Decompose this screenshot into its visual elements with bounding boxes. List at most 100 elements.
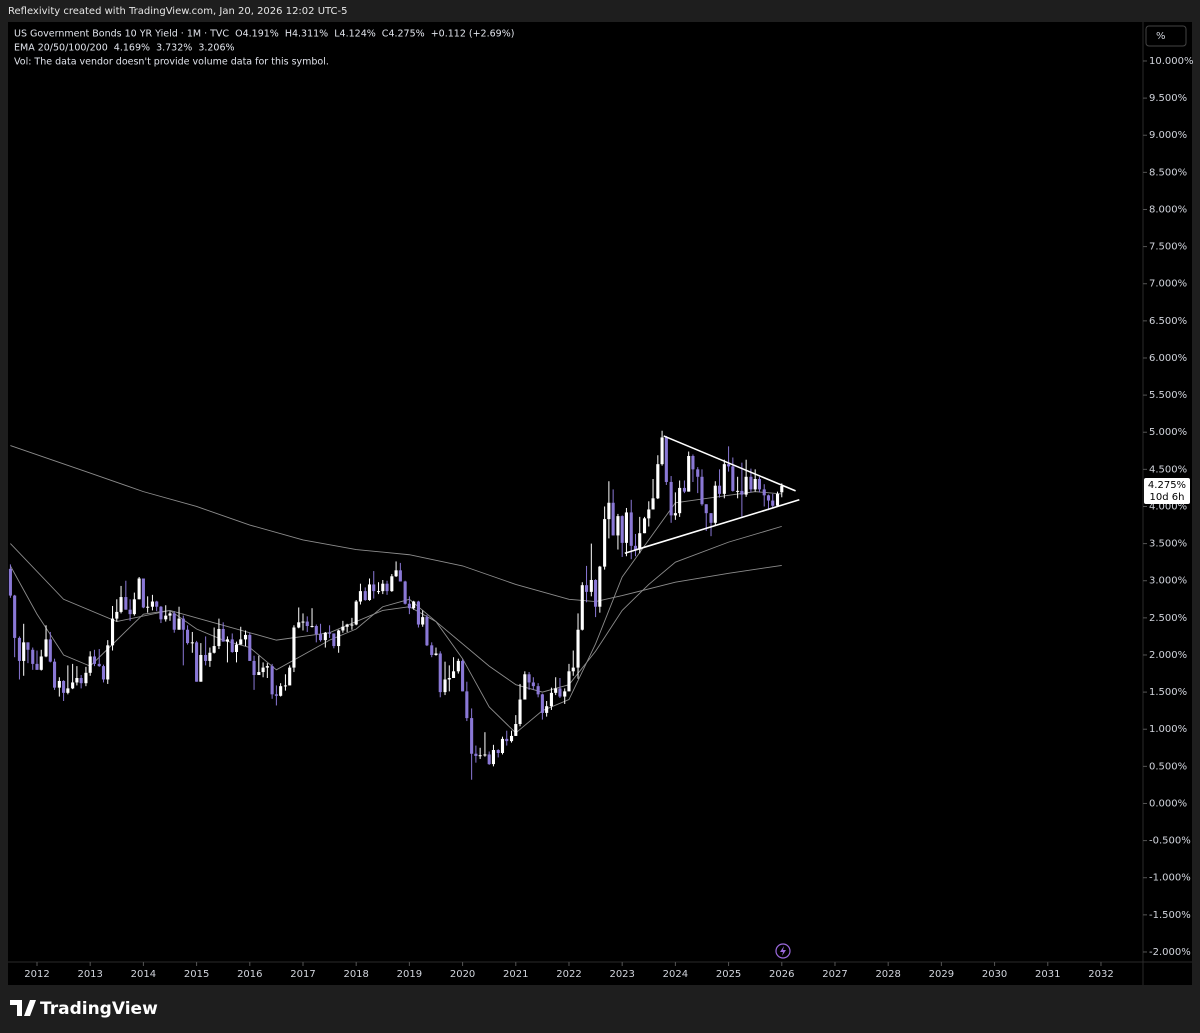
- candle-body: [190, 642, 194, 644]
- candle-body: [629, 512, 633, 546]
- chart-background: [8, 22, 1192, 985]
- candle-body: [700, 476, 704, 505]
- candle-body: [252, 660, 256, 676]
- candle-body: [456, 660, 460, 672]
- y-tick-label: 8.500%: [1149, 167, 1187, 178]
- candle-body: [451, 671, 456, 678]
- candle-body: [88, 656, 92, 673]
- trendline: [663, 435, 796, 492]
- x-tick-label: 2028: [875, 969, 900, 980]
- candle-body: [310, 626, 314, 628]
- candle-body: [766, 495, 771, 501]
- candle-body: [376, 591, 381, 593]
- candle-body: [358, 591, 362, 602]
- y-tick-label: 8.000%: [1149, 204, 1187, 215]
- candle-body: [243, 634, 248, 640]
- y-tick-label: 7.500%: [1149, 242, 1187, 253]
- scale-button[interactable]: [1145, 25, 1187, 47]
- event-icon[interactable]: [775, 943, 791, 959]
- candle-body: [314, 626, 318, 635]
- candle-body: [470, 718, 474, 754]
- y-tick-label: -1.500%: [1149, 910, 1191, 921]
- candle-body: [101, 666, 106, 680]
- y-tick-label: 10.000%: [1149, 56, 1194, 67]
- y-tick-label: 3.500%: [1149, 539, 1187, 550]
- x-tick-label: 2014: [131, 969, 156, 980]
- candle-body: [461, 660, 465, 692]
- candle-body: [248, 634, 252, 661]
- candle-body: [762, 489, 766, 496]
- candle-body: [128, 609, 132, 615]
- candle-body: [292, 627, 296, 668]
- candle-body: [398, 570, 402, 582]
- candle-body: [775, 493, 780, 506]
- x-tick-label: 2016: [237, 969, 262, 980]
- scale-unit[interactable]: %: [1156, 31, 1166, 42]
- candle-body: [84, 672, 88, 684]
- y-tick-label: 1.000%: [1149, 724, 1187, 735]
- x-tick-label: 2027: [822, 969, 847, 980]
- candle-body: [8, 568, 12, 596]
- symbol-legend: US Government Bonds 10 YR Yield · 1M · T…: [14, 29, 514, 40]
- candle-body: [328, 632, 332, 634]
- candle-body: [26, 642, 30, 650]
- candle-body: [616, 516, 620, 536]
- indicator-legend: EMA 20/50/100/200 4.169% 3.732% 3.206%: [14, 43, 235, 54]
- candle-body: [771, 500, 775, 506]
- candle-body: [323, 632, 327, 641]
- candle-body: [576, 629, 580, 668]
- candle-body: [345, 624, 349, 627]
- candle-body: [394, 570, 398, 577]
- brand-logo: TradingView: [10, 999, 158, 1019]
- x-tick-label: 2015: [184, 969, 209, 980]
- candle-body: [638, 533, 642, 550]
- candle-body: [164, 615, 168, 620]
- bar-countdown: 10d 6h: [1150, 492, 1185, 503]
- candle-body: [740, 490, 744, 495]
- candle-body: [92, 656, 96, 664]
- candle-body: [713, 485, 717, 523]
- candle-body: [483, 754, 487, 756]
- candle-body: [669, 481, 673, 516]
- candle-body: [678, 487, 682, 514]
- candle-body: [633, 545, 638, 550]
- candle-body: [647, 509, 651, 519]
- candle-body: [478, 755, 482, 757]
- candle-body: [288, 667, 292, 686]
- candle-body: [172, 613, 176, 630]
- candle-body: [52, 661, 57, 688]
- candle-body: [137, 578, 141, 600]
- candle-body: [159, 606, 163, 620]
- x-tick-label: 2018: [343, 969, 368, 980]
- candle-body: [119, 597, 123, 612]
- plot-area: -2.000% -1.500% -1.000% -0.500% 0.000% 0.500%…: [8, 56, 1194, 980]
- candle-body: [234, 644, 239, 653]
- last-price-label: 4.275%: [1148, 480, 1186, 491]
- candle-body: [407, 603, 411, 609]
- candle-body: [624, 512, 628, 543]
- candle-body: [363, 591, 367, 601]
- candle-body: [443, 679, 447, 693]
- candle-body: [589, 579, 593, 592]
- candle-body: [704, 504, 708, 514]
- x-tick-label: 2013: [77, 969, 102, 980]
- candle-body: [115, 611, 119, 619]
- ema-line: [10, 445, 782, 602]
- y-tick-label: 2.500%: [1149, 613, 1187, 624]
- candle-body: [150, 601, 154, 607]
- candle-body: [305, 621, 309, 627]
- x-tick-label: 2020: [450, 969, 475, 980]
- y-tick-label: 2.000%: [1149, 650, 1187, 661]
- candle-body: [527, 674, 531, 683]
- candle-body: [257, 672, 261, 676]
- candle-body: [514, 724, 518, 736]
- candle-body: [744, 476, 748, 495]
- candle-body: [390, 576, 394, 592]
- candle-body: [372, 584, 376, 592]
- x-tick-label: 2026: [769, 969, 794, 980]
- candle-body: [274, 694, 278, 696]
- y-tick-label: 4.500%: [1149, 464, 1187, 475]
- event-icon-bolt: [780, 946, 786, 956]
- candle-body: [447, 677, 451, 680]
